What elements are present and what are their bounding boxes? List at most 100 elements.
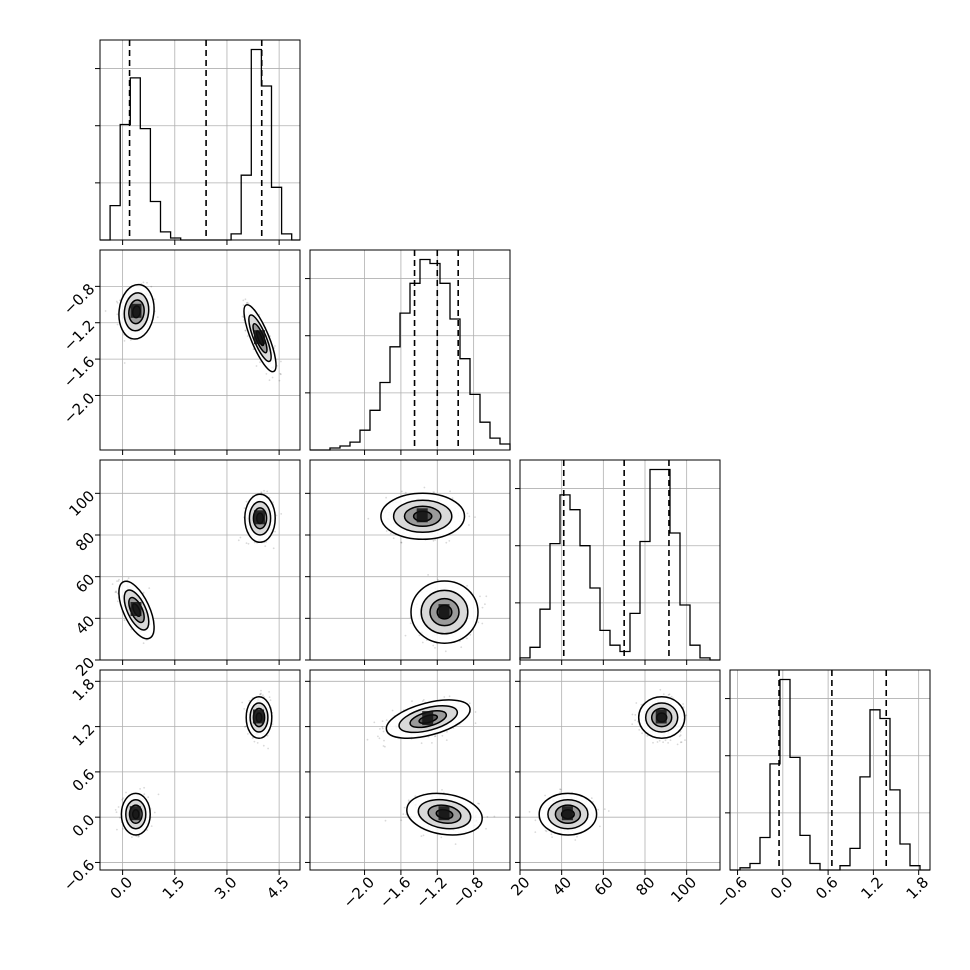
scatter-point	[385, 496, 387, 499]
panel-frame	[309, 459, 511, 661]
scatter-point	[466, 512, 469, 515]
contour-line	[538, 792, 598, 836]
density-peak	[254, 510, 265, 525]
density-peak	[129, 806, 141, 821]
y-tick-label: −2.0	[60, 389, 98, 427]
panel-frame	[729, 669, 931, 871]
x-tick-label: 0.0	[767, 873, 797, 903]
scatter-point	[446, 731, 448, 733]
scatter-point	[384, 745, 386, 748]
cluster-1	[237, 489, 283, 550]
panel-content	[528, 688, 688, 841]
contour-line	[385, 699, 471, 739]
scatter-point	[545, 830, 548, 833]
scatter-point	[275, 514, 278, 517]
scatter-point	[407, 799, 410, 802]
contour-line	[120, 792, 151, 836]
scatter-point	[634, 714, 637, 716]
scatter-point	[421, 641, 424, 644]
scatter-point	[433, 491, 436, 494]
x-tick-label: 100	[667, 873, 700, 906]
contour-line	[637, 695, 686, 740]
scatter-point	[641, 732, 643, 735]
scatter-point	[139, 788, 142, 790]
scatter-point	[382, 745, 385, 747]
scatter-point	[115, 590, 117, 593]
scatter-point	[384, 819, 387, 822]
y-tick-label: −1.2	[60, 316, 98, 354]
scatter-point	[153, 298, 156, 301]
scatter-point	[117, 806, 120, 808]
scatter-point	[420, 835, 423, 837]
scatter-point	[264, 545, 267, 547]
density-peak	[438, 604, 450, 619]
x-tick-label: 1.2	[857, 873, 887, 903]
panel-frame	[99, 669, 301, 871]
density-peak	[130, 602, 142, 616]
cluster-0	[528, 788, 610, 841]
scatter-point	[528, 811, 531, 813]
scatter-point	[382, 730, 385, 733]
cluster-1	[241, 689, 274, 750]
scatter-point	[433, 735, 436, 738]
scatter-point	[454, 843, 457, 845]
scatter-point	[381, 720, 384, 723]
scatter-panel-3-2	[515, 669, 721, 875]
contour-line	[420, 589, 469, 635]
scatter-point	[493, 815, 496, 818]
scatter-point	[147, 796, 150, 799]
scatter-point	[280, 373, 282, 376]
contour-line	[406, 792, 483, 836]
scatter-point	[367, 517, 370, 520]
scatter-point	[131, 836, 133, 839]
scatter-point	[468, 524, 470, 526]
scatter-point	[242, 304, 245, 306]
y-tick-label: 1.8	[69, 675, 99, 705]
scatter-point	[680, 741, 683, 743]
scatter-point	[122, 797, 124, 800]
scatter-point	[127, 577, 130, 580]
hist-panel-0	[95, 39, 301, 245]
scatter-point	[123, 619, 126, 622]
scatter-point	[432, 539, 435, 542]
scatter-point	[244, 329, 247, 332]
density-peak	[655, 709, 667, 724]
scatter-point	[667, 742, 669, 744]
cluster-1	[241, 298, 282, 382]
scatter-point	[278, 379, 281, 382]
scatter-point	[400, 819, 403, 822]
scatter-point	[544, 829, 547, 832]
contour-line	[248, 500, 272, 536]
x-tick-label: 0.0	[107, 873, 137, 903]
scatter-point	[256, 742, 259, 744]
scatter-point	[118, 578, 120, 581]
scatter-point	[576, 835, 578, 838]
scatter-point	[646, 735, 649, 737]
scatter-point	[559, 788, 561, 791]
scatter-point	[366, 738, 369, 741]
scatter-point	[255, 365, 258, 367]
density-peak	[130, 303, 142, 318]
scatter-point	[392, 537, 395, 540]
density-peak	[561, 806, 573, 821]
x-tick-label: 60	[591, 873, 617, 899]
scatter-point	[468, 515, 471, 518]
scatter-point	[685, 714, 688, 717]
scatter-point	[381, 727, 384, 730]
scatter-point	[272, 547, 275, 550]
scatter-point	[265, 373, 268, 375]
contour-line	[125, 798, 147, 830]
histogram-step	[310, 258, 511, 451]
y-tick-label: 0.0	[69, 811, 99, 841]
y-tick-label: 40	[72, 612, 98, 638]
scatter-panel-2-0	[95, 459, 301, 665]
scatter-point	[449, 490, 451, 493]
contour-line	[403, 505, 442, 528]
scatter-point	[266, 490, 269, 493]
scatter-point	[280, 513, 283, 515]
cluster-0	[104, 281, 159, 364]
scatter-point	[631, 723, 634, 726]
scatter-point	[247, 302, 250, 305]
scatter-point	[104, 310, 107, 312]
